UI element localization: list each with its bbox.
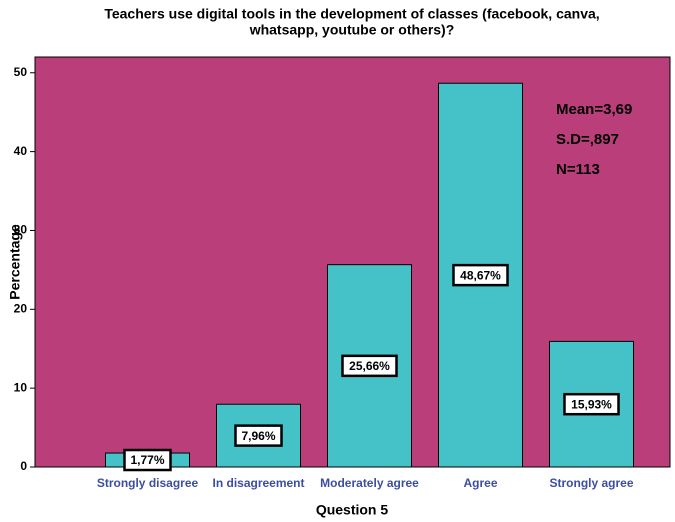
- chart-title: whatsapp, youtube or others)?: [249, 22, 455, 38]
- value-label-box: [234, 424, 283, 447]
- x-tick-label: Strongly disagree: [97, 476, 199, 490]
- x-axis-label: Question 5: [316, 502, 389, 518]
- value-label-box: [123, 448, 172, 472]
- y-tick-label: 0: [20, 459, 27, 473]
- y-axis-label: Percentage: [7, 224, 23, 300]
- x-tick-label: Strongly agree: [549, 476, 633, 490]
- value-label-box: [563, 392, 620, 416]
- value-label: 1,77%: [130, 453, 164, 467]
- y-tick-label: 40: [14, 144, 28, 158]
- annotation: S.D=,897: [556, 131, 619, 148]
- value-label: 7,96%: [241, 429, 275, 443]
- x-tick-label: Agree: [463, 476, 497, 490]
- annotation: Mean=3,69: [556, 101, 632, 118]
- value-label: 15,93%: [571, 397, 612, 411]
- value-label-box: [341, 354, 398, 378]
- x-tick-label: Moderately agree: [320, 476, 419, 490]
- value-label: 25,66%: [349, 359, 390, 373]
- chart-title: Teachers use digital tools in the develo…: [104, 6, 599, 22]
- x-tick-label: In disagreement: [212, 476, 304, 490]
- y-tick-label: 10: [14, 380, 28, 394]
- y-tick-label: 30: [14, 223, 28, 237]
- value-label-box: [452, 263, 509, 287]
- annotation: N=113: [556, 161, 600, 178]
- y-tick-label: 50: [14, 65, 28, 79]
- value-label: 48,67%: [460, 268, 501, 282]
- y-tick-label: 20: [14, 301, 28, 315]
